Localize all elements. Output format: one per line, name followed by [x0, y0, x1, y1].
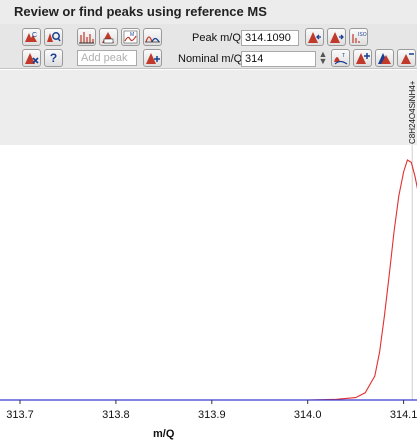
help-icon[interactable]: ?: [44, 49, 63, 67]
next-peak-icon[interactable]: [327, 28, 346, 46]
iso-label: ISO: [358, 32, 367, 38]
svg-text:C: C: [32, 32, 37, 39]
previous-peak-icon[interactable]: [305, 28, 324, 46]
x-tick-label: 313.9: [198, 409, 226, 421]
find-peaks-icon[interactable]: [44, 28, 63, 46]
peak-label-band: [0, 70, 417, 145]
spectrum-trace: [0, 159, 417, 401]
add-formula-icon[interactable]: [353, 49, 372, 67]
x-tick-label: 314.0: [294, 409, 322, 421]
window-title-bar: Review or find peaks using reference MS: [0, 0, 417, 24]
help-label: ?: [49, 51, 58, 65]
window-title: Review or find peaks using reference MS: [14, 4, 267, 19]
nominal-mq-label: Nominal m/Q:: [178, 53, 246, 65]
peak-table-icon[interactable]: [99, 28, 118, 46]
svg-text:M: M: [130, 32, 134, 38]
isotope-pattern-icon[interactable]: ISO: [349, 28, 368, 46]
toolbar: C M Peak m/Q: ISO ? Nominal m/Q: ▲▼ T: [0, 24, 417, 69]
overlay-reference-icon[interactable]: T: [331, 49, 350, 67]
reference-spectrum-icon[interactable]: [143, 28, 162, 46]
x-tick-label: 314.1: [390, 409, 417, 421]
stick-spectrum-icon[interactable]: [77, 28, 96, 46]
peak-mq-label: Peak m/Q:: [192, 32, 244, 44]
shrink-peak-icon[interactable]: [397, 49, 416, 67]
x-tick-label: 313.8: [102, 409, 130, 421]
peak-formula-label: C8H24O4SiNH4+: [408, 80, 417, 144]
add-peak-field[interactable]: [77, 50, 137, 66]
add-peak-icon[interactable]: [143, 49, 162, 67]
x-axis-label: m/Q: [153, 428, 175, 440]
nominal-mq-field[interactable]: [241, 51, 316, 67]
auto-calibrate-icon[interactable]: C: [22, 28, 41, 46]
remove-formula-icon[interactable]: [375, 49, 394, 67]
peak-mq-field[interactable]: [241, 30, 299, 46]
mass-spectrum-plot[interactable]: C8H24O4SiNH4+C15H22O7+C11H38O9+C12H46N2O…: [0, 70, 417, 426]
delete-peak-icon[interactable]: [22, 49, 41, 67]
svg-text:T: T: [342, 53, 345, 59]
x-tick-label: 313.7: [6, 409, 34, 421]
nominal-mq-stepper[interactable]: ▲ ▼: [318, 49, 328, 66]
mass-defect-plot-icon[interactable]: M: [121, 28, 140, 46]
